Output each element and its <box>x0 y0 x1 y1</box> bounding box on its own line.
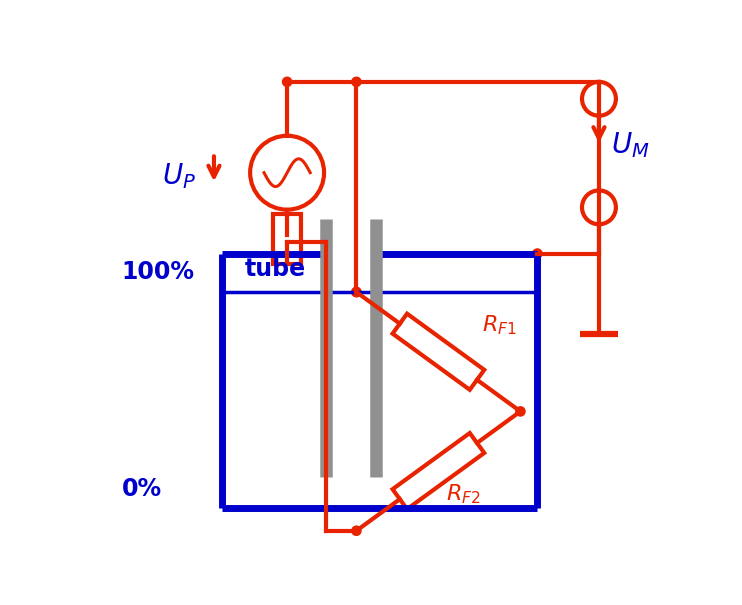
Polygon shape <box>393 433 485 509</box>
Bar <box>273 214 301 264</box>
Circle shape <box>352 526 361 535</box>
Text: $R_{F2}$: $R_{F2}$ <box>446 482 481 506</box>
Circle shape <box>352 77 361 87</box>
Circle shape <box>321 237 330 247</box>
Text: $R_{F1}$: $R_{F1}$ <box>482 313 516 336</box>
Circle shape <box>352 287 361 296</box>
Text: $U_P$: $U_P$ <box>162 161 197 191</box>
Text: $U_M$: $U_M$ <box>611 130 649 160</box>
Text: 0%: 0% <box>122 477 162 502</box>
Circle shape <box>352 287 361 296</box>
Text: 100%: 100% <box>122 260 194 284</box>
Circle shape <box>516 407 525 416</box>
Circle shape <box>283 77 292 87</box>
Polygon shape <box>393 313 485 390</box>
Text: tube: tube <box>245 257 306 281</box>
Circle shape <box>533 249 542 258</box>
